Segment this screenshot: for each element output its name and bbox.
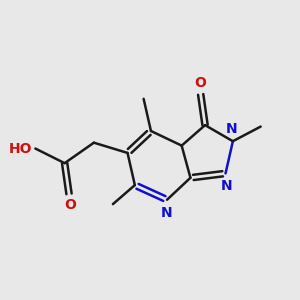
- Text: N: N: [226, 122, 237, 136]
- Text: N: N: [221, 179, 233, 193]
- Text: O: O: [64, 198, 76, 212]
- Text: N: N: [161, 206, 173, 220]
- Text: O: O: [195, 76, 207, 90]
- Text: HO: HO: [8, 142, 32, 155]
